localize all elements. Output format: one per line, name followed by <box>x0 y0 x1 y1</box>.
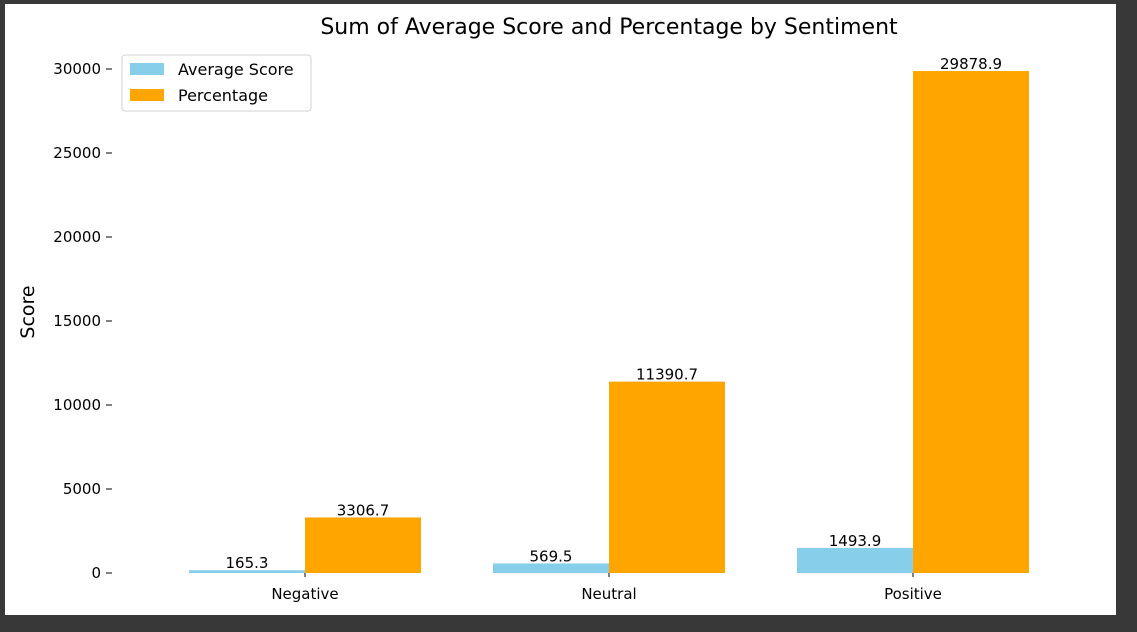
y-tick-label: 20000 <box>53 228 101 246</box>
data-label: 3306.7 <box>337 501 390 519</box>
data-label: 11390.7 <box>636 366 698 384</box>
legend-label: Percentage <box>178 86 268 105</box>
bar-average-score-positive <box>797 547 913 573</box>
legend-swatch <box>130 89 164 101</box>
y-tick-label: 25000 <box>53 144 101 162</box>
bar-average-score-negative <box>189 570 305 573</box>
bar-percentage-negative <box>305 517 421 573</box>
bar-percentage-neutral <box>609 381 725 573</box>
y-tick-label: 15000 <box>53 312 101 330</box>
bar-average-score-neutral <box>493 563 609 573</box>
data-label: 29878.9 <box>940 55 1002 73</box>
y-tick-label: 30000 <box>53 60 101 78</box>
y-tick-label: 5000 <box>63 480 101 498</box>
x-tick-label: Neutral <box>581 585 636 603</box>
x-tick-label: Positive <box>884 585 942 603</box>
legend-label: Average Score <box>178 60 294 79</box>
legend: Average Score Percentage <box>121 54 312 112</box>
legend-box <box>121 54 312 112</box>
data-label: 569.5 <box>530 547 573 565</box>
chart-title: Sum of Average Score and Percentage by S… <box>320 15 898 40</box>
x-tick-label: Negative <box>271 585 338 603</box>
data-labels-group: 165.3 3306.7 569.5 11390.7 1493.9 29878.9 <box>226 55 1002 572</box>
data-label: 1493.9 <box>829 532 882 550</box>
y-axis-ticks: 0 5000 10000 15000 20000 25000 30000 <box>53 60 112 582</box>
figure-canvas: Sum of Average Score and Percentage by S… <box>5 4 1116 615</box>
x-axis-ticks: Negative Neutral Positive <box>271 573 942 603</box>
bar-percentage-positive <box>913 71 1029 573</box>
data-label: 165.3 <box>226 554 269 572</box>
y-tick-label: 10000 <box>53 396 101 414</box>
y-tick-label: 0 <box>91 564 101 582</box>
bar-chart: Sum of Average Score and Percentage by S… <box>17 15 1029 603</box>
legend-swatch <box>130 63 164 75</box>
y-axis-label: Score <box>17 285 39 338</box>
bars-group <box>189 71 1029 573</box>
